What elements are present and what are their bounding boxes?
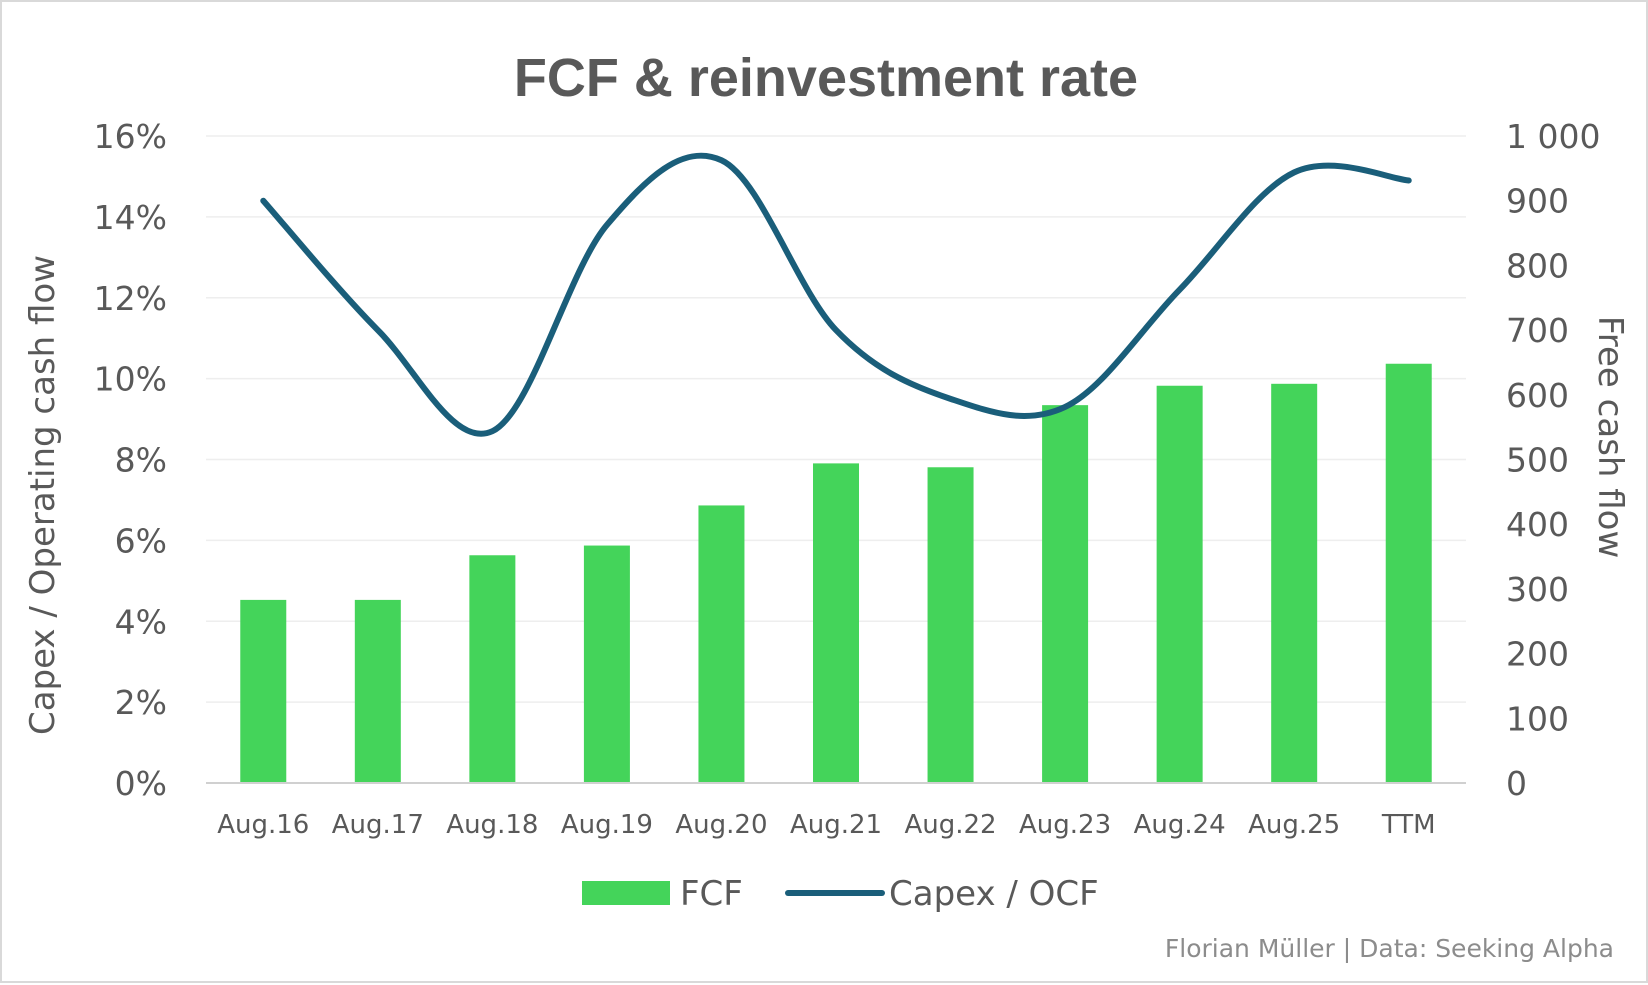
fcf-bar (1386, 364, 1432, 783)
x-tick-label: TTM (1381, 810, 1436, 840)
source-note: Florian Müller | Data: Seeking Alpha (1165, 934, 1614, 963)
right-tick-label: 100 (1506, 699, 1569, 738)
x-tick-label: Aug.18 (446, 810, 538, 840)
right-tick-label: 400 (1506, 505, 1569, 544)
capex-ocf-line-group (263, 156, 1409, 434)
x-tick-label: Aug.23 (1019, 810, 1111, 840)
fcf-bar (469, 555, 515, 783)
x-tick-label: Aug.25 (1248, 810, 1340, 840)
capex-ocf-line (263, 156, 1408, 434)
fcf-bar (584, 546, 630, 783)
fcf-bar (1157, 386, 1203, 783)
fcf-bar (1271, 384, 1317, 783)
left-tick-label: 0% (115, 764, 167, 803)
fcf-bar (355, 600, 401, 783)
right-tick-label: 1 000 (1506, 117, 1600, 156)
right-tick-label: 900 (1506, 182, 1569, 221)
legend: FCF Capex / OCF (582, 874, 1099, 914)
right-tick-label: 300 (1506, 570, 1569, 609)
right-tick-label: 700 (1506, 311, 1569, 350)
fcf-bar (1042, 405, 1088, 783)
fcf-bar (240, 600, 286, 783)
fcf-bar (813, 463, 859, 783)
left-tick-label: 12% (94, 279, 167, 318)
fcf-bars (240, 364, 1431, 783)
x-tick-label: Aug.16 (217, 810, 309, 840)
left-tick-label: 6% (115, 521, 167, 560)
left-axis-label: Capex / Operating cash flow (23, 255, 63, 735)
left-tick-label: 10% (94, 360, 167, 399)
legend-capex-label: Capex / OCF (889, 874, 1099, 914)
x-tick-label: Aug.19 (561, 810, 653, 840)
legend-fcf-swatch (582, 881, 670, 905)
legend-fcf-label: FCF (680, 874, 743, 914)
left-tick-label: 16% (94, 117, 167, 156)
x-tick-label: Aug.17 (332, 810, 424, 840)
left-tick-label: 8% (115, 441, 167, 480)
right-tick-label: 500 (1506, 441, 1569, 480)
fcf-bar (928, 467, 974, 783)
right-tick-label: 200 (1506, 635, 1569, 674)
x-tick-label: Aug.22 (904, 810, 996, 840)
x-tick-label: Aug.20 (675, 810, 767, 840)
right-axis-label: Free cash flow (1590, 316, 1630, 559)
chart-title: FCF & reinvestment rate (514, 48, 1138, 108)
right-tick-label: 800 (1506, 246, 1569, 285)
left-tick-label: 14% (94, 198, 167, 237)
left-tick-label: 2% (115, 683, 167, 722)
x-tick-label: Aug.21 (790, 810, 882, 840)
x-tick-label: Aug.24 (1134, 810, 1226, 840)
fcf-bar (698, 505, 744, 783)
left-tick-label: 4% (115, 602, 167, 641)
right-tick-label: 0 (1506, 764, 1527, 803)
right-tick-label: 600 (1506, 376, 1569, 415)
